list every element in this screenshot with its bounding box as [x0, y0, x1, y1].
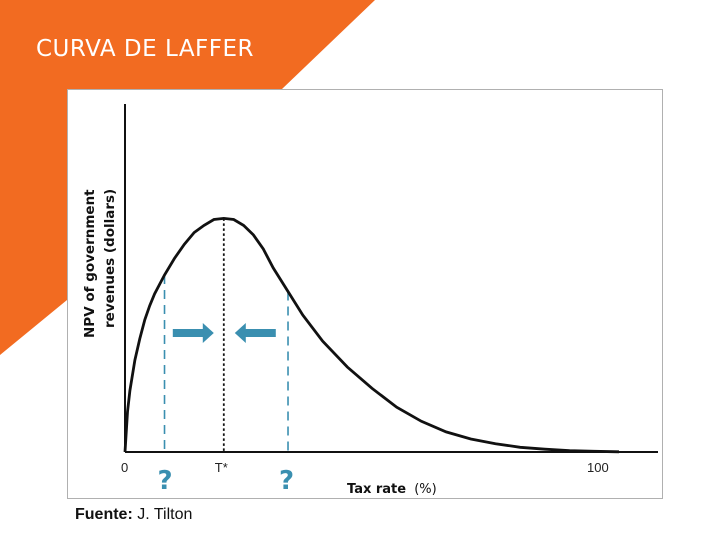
y-axis-label-line1: NPV of government — [82, 189, 98, 338]
x-tick-label-0: 0 — [121, 460, 128, 475]
optimum-label: T* — [215, 460, 228, 475]
axis-labels: 0 100 T* ? ? Tax rate (%) NPV of governm… — [82, 189, 609, 497]
arrow-left — [234, 323, 276, 343]
x-tick-label-100: 100 — [587, 460, 609, 475]
laffer-curve — [123, 216, 620, 454]
laffer-chart: 0 100 T* ? ? Tax rate (%) NPV of governm… — [82, 104, 658, 497]
y-axis-label: NPV of government revenues (dollars) — [82, 189, 118, 338]
source-citation: Fuente: J. Tilton — [75, 506, 192, 524]
chart-frame: 0 100 T* ? ? Tax rate (%) NPV of governm… — [67, 89, 663, 499]
axes — [124, 104, 658, 453]
x-axis-label: Tax rate (%) — [347, 482, 437, 497]
x-axis-label-unit: (%) — [414, 482, 437, 497]
direction-arrows — [172, 323, 276, 343]
arrow-right — [172, 323, 214, 343]
x-axis-label-main: Tax rate — [347, 482, 406, 497]
orange-accent-panel — [0, 0, 375, 355]
question-mark-left: ? — [158, 466, 173, 496]
question-mark-right: ? — [279, 466, 294, 496]
slide-title: CURVA DE LAFFER — [36, 36, 255, 62]
y-axis-label-line2: revenues (dollars) — [102, 189, 118, 328]
source-value: J. Tilton — [137, 506, 193, 523]
source-label: Fuente: — [75, 506, 133, 523]
guide-lines — [163, 218, 289, 452]
